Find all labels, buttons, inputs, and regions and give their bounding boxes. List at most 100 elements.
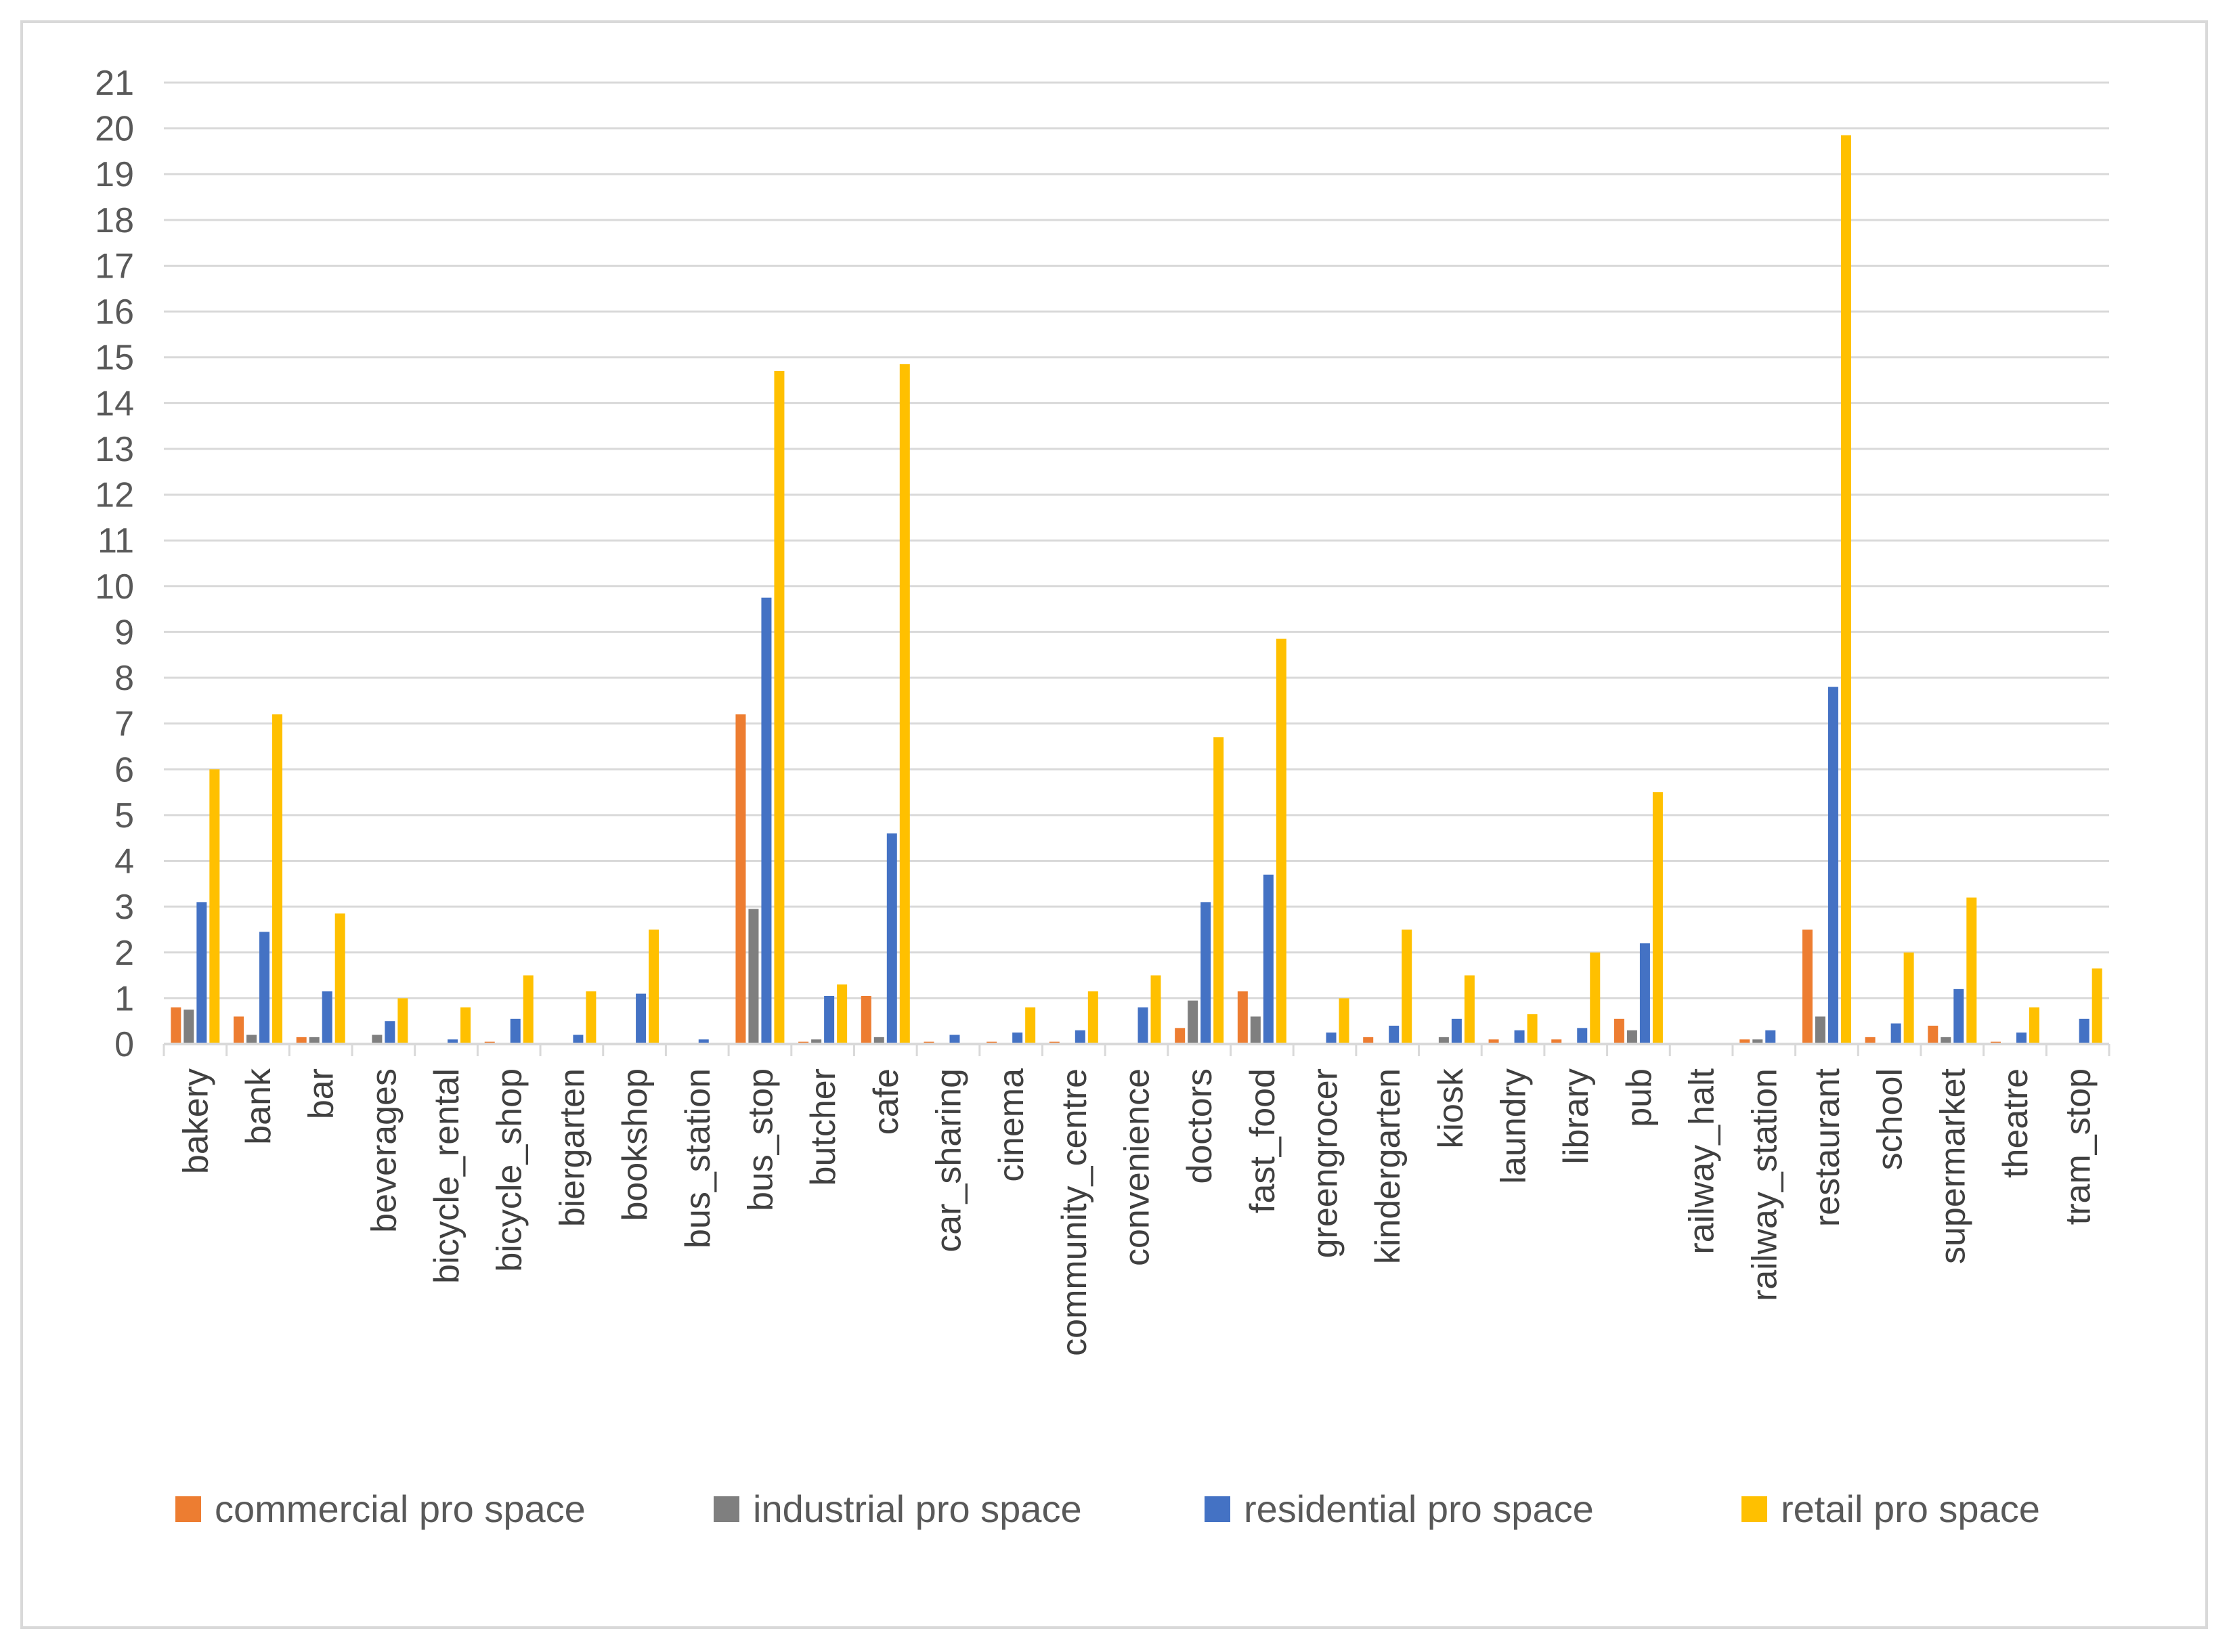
bar-library-retail (1590, 952, 1601, 1044)
bar-bus_stop-retail (774, 371, 785, 1044)
bar-bakery-commercial (171, 1007, 181, 1044)
bar-restaurant-commercial (1802, 929, 1813, 1044)
bar-bar-residential (322, 991, 332, 1044)
legend-label: commercial pro space (215, 1487, 586, 1530)
y-tick-label: 14 (95, 384, 134, 423)
bar-kindergarten-residential (1389, 1025, 1400, 1044)
bar-bar-retail (334, 913, 345, 1044)
legend-label: industrial pro space (753, 1487, 1082, 1530)
x-category-label: convenience (1118, 1068, 1157, 1266)
bar-restaurant-industrial (1815, 1016, 1825, 1044)
bar-bank-residential (259, 932, 270, 1044)
bar-school-retail (1903, 952, 1914, 1044)
x-category-label: bicycle_rental (427, 1068, 467, 1284)
x-category-label: doctors (1180, 1068, 1219, 1184)
y-tick-label: 19 (95, 155, 134, 194)
y-tick-label: 21 (95, 64, 134, 103)
bar-supermarket-retail (1966, 897, 1977, 1044)
x-category-label: theatre (1996, 1068, 2035, 1178)
bar-car_sharing-residential (949, 1035, 960, 1044)
x-category-label: laundry (1494, 1068, 1534, 1184)
bar-beverages-industrial (372, 1035, 383, 1044)
bar-laundry-retail (1527, 1014, 1538, 1044)
bar-supermarket-industrial (1941, 1037, 1951, 1044)
bar-bakery-industrial (183, 1009, 194, 1044)
chart-frame: 0 1 2 3 4 5 6 7 8 9 10 11 12 13 14 15 16 17 18 19 20 21 baker… (20, 20, 2208, 1629)
y-tick-label: 11 (98, 521, 134, 561)
x-axis (163, 1043, 2110, 1056)
x-category-label: bar (302, 1068, 341, 1119)
bar-biergarten-retail (586, 991, 597, 1044)
x-category-label: kindergarten (1368, 1068, 1408, 1264)
bar-restaurant-residential (1827, 687, 1838, 1044)
y-tick-label: 9 (114, 613, 134, 652)
bar-cinema-retail (1025, 1007, 1036, 1044)
legend-swatch (1205, 1496, 1230, 1522)
gridlines (164, 81, 2109, 999)
x-category-label: railway_halt (1683, 1068, 1722, 1254)
bar-bookshop-retail (649, 929, 659, 1044)
bar-bakery-residential (196, 902, 207, 1044)
bar-biergarten-residential (573, 1035, 584, 1044)
bar-theatre-retail (2029, 1007, 2039, 1044)
x-category-label: bookshop (615, 1068, 655, 1221)
y-tick-label: 20 (95, 110, 134, 149)
y-tick-label: 5 (114, 796, 134, 835)
x-category-label: fast_food (1243, 1068, 1282, 1213)
bar-convenience-retail (1150, 975, 1161, 1044)
bar-doctors-residential (1200, 902, 1211, 1044)
x-category-label: cinema (992, 1068, 1031, 1182)
x-category-label: tram_stop (2059, 1068, 2098, 1225)
legend-swatch (714, 1496, 739, 1522)
bar-tram_stop-retail (2092, 968, 2102, 1044)
y-tick-label: 1 (114, 979, 134, 1018)
x-category-label: greengrocer (1306, 1068, 1345, 1258)
bar-restaurant-retail (1840, 135, 1851, 1044)
bar-bicycle_rental-residential (448, 1039, 458, 1044)
y-tick-label: 8 (114, 659, 134, 698)
bar-doctors-retail (1213, 737, 1224, 1044)
bar-library-residential (1577, 1028, 1588, 1044)
x-category-label: bus_stop (741, 1068, 780, 1211)
x-category-label: car_sharing (929, 1068, 968, 1253)
bar-cafe-commercial (861, 996, 871, 1044)
y-tick-label: 10 (95, 567, 134, 607)
y-tick-label: 4 (114, 842, 134, 882)
bar-railway_station-residential (1765, 1030, 1776, 1044)
bar-bakery-retail (209, 769, 220, 1044)
y-tick-label: 2 (114, 934, 134, 973)
bar-bus_stop-industrial (748, 909, 759, 1044)
bar-kindergarten-commercial (1363, 1037, 1374, 1044)
bar-kiosk-retail (1464, 975, 1475, 1044)
bar-cafe-retail (899, 364, 910, 1044)
bar-butcher-industrial (811, 1039, 822, 1044)
bar-bus_stop-commercial (735, 714, 746, 1044)
legend-swatch (175, 1496, 201, 1522)
bar-bus_stop-residential (761, 597, 772, 1044)
bar-library-commercial (1551, 1039, 1562, 1044)
bar-fast_food-commercial (1237, 991, 1248, 1044)
bar-kiosk-residential (1451, 1018, 1462, 1044)
bar-cafe-industrial (873, 1037, 884, 1044)
bar-doctors-commercial (1175, 1028, 1186, 1044)
x-category-label: bicycle_shop (490, 1068, 529, 1272)
x-category-label: library (1557, 1068, 1596, 1165)
bar-supermarket-residential (1953, 988, 1964, 1044)
legend-swatch (1741, 1496, 1767, 1522)
bar-school-commercial (1865, 1037, 1876, 1044)
bar-community_centre-retail (1087, 991, 1098, 1044)
x-category-label: restaurant (1808, 1068, 1847, 1227)
bar-cafe-residential (886, 833, 897, 1044)
bar-fast_food-industrial (1250, 1016, 1261, 1044)
x-category-label: bank (239, 1068, 278, 1145)
y-tick-label: 13 (95, 430, 134, 469)
bar-bar-commercial (296, 1037, 307, 1044)
bar-bookshop-residential (636, 993, 647, 1044)
legend-label: residential pro space (1244, 1487, 1594, 1530)
bar-greengrocer-retail (1339, 998, 1349, 1044)
bar-bar-industrial (309, 1037, 320, 1044)
bar-tram_stop-residential (2079, 1018, 2089, 1044)
y-tick-label: 15 (95, 339, 134, 378)
